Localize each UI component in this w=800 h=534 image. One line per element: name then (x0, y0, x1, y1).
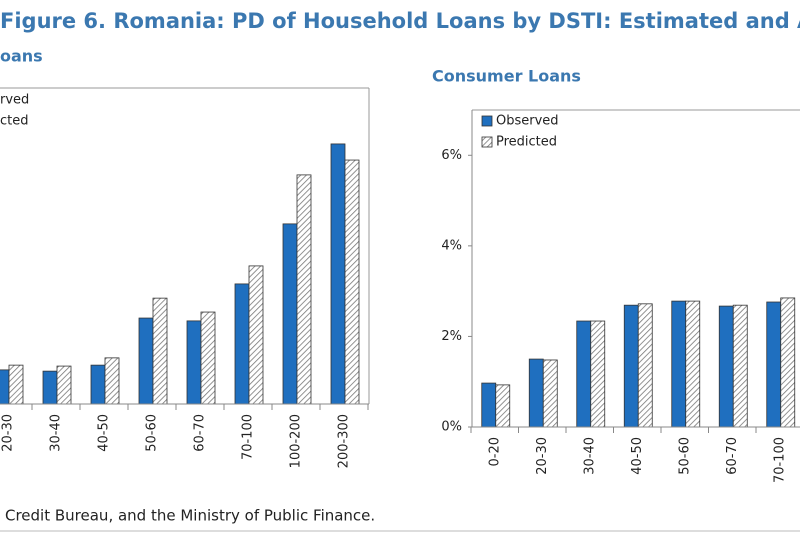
bar (138, 317, 154, 405)
x-tick-label: 20-30 (1, 414, 16, 452)
bar (481, 382, 497, 428)
bar (766, 301, 782, 428)
x-tick-label: 50-60 (145, 414, 160, 452)
bar (542, 359, 558, 428)
legend-label: Observed (496, 114, 559, 129)
bar (732, 304, 748, 428)
bar (344, 159, 360, 405)
bar (495, 384, 511, 428)
y-tick-label: 0% (441, 420, 462, 435)
x-tick-label: 70-100 (772, 437, 787, 483)
bar (576, 320, 592, 428)
legend-swatch (481, 115, 493, 127)
x-tick-label: 60-70 (725, 437, 740, 475)
bar (8, 364, 24, 405)
source-note: Credit Bureau, and the Ministry of Publi… (5, 507, 375, 525)
x-tick-label: 20-30 (535, 437, 550, 475)
x-tick-label: 40-50 (630, 437, 645, 475)
bar (671, 300, 687, 428)
x-tick-label: 200-300 (337, 414, 352, 468)
bar (330, 143, 346, 405)
figure-title: Figure 6. Romania: PD of Household Loans… (0, 9, 800, 33)
bar (590, 320, 606, 428)
bar (623, 304, 639, 428)
legend-label: cted (0, 114, 29, 129)
bar (56, 365, 72, 405)
y-tick-label: 2% (441, 329, 462, 344)
legend-label: rved (0, 93, 29, 108)
bar (90, 364, 106, 405)
bar (152, 297, 168, 405)
bar (637, 303, 653, 428)
legend-swatch (481, 136, 493, 148)
chart-title: oans (0, 47, 43, 66)
bar (282, 223, 298, 405)
bar (780, 297, 796, 428)
bar (718, 305, 734, 428)
bar (234, 283, 250, 405)
x-tick-label: 30-40 (582, 437, 597, 475)
bar (200, 311, 216, 405)
x-tick-label: 50-60 (677, 437, 692, 475)
x-tick-label: 70-100 (241, 414, 256, 460)
bar (0, 369, 10, 405)
x-tick-label: 0-20 (487, 437, 502, 467)
bar (186, 320, 202, 405)
x-tick-label: 30-40 (49, 414, 64, 452)
chart-title: Consumer Loans (432, 67, 581, 86)
x-tick-label: 100-200 (289, 414, 304, 468)
y-tick-label: 4% (441, 238, 462, 253)
x-tick-label: 40-50 (97, 414, 112, 452)
bar (42, 370, 58, 405)
bar (528, 358, 544, 428)
bar (104, 357, 120, 405)
y-tick-label: 6% (441, 148, 462, 163)
bar (248, 265, 264, 405)
bar (296, 174, 312, 405)
bar (685, 300, 701, 428)
x-tick-label: 60-70 (193, 414, 208, 452)
legend-label: Predicted (496, 135, 557, 150)
